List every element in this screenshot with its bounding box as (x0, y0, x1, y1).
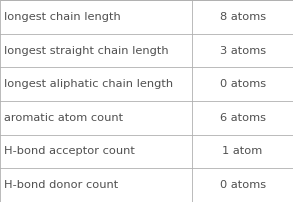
Text: 3 atoms: 3 atoms (219, 45, 266, 56)
Text: 6 atoms: 6 atoms (220, 113, 265, 123)
Text: aromatic atom count: aromatic atom count (4, 113, 123, 123)
Text: 0 atoms: 0 atoms (219, 180, 266, 190)
Text: 0 atoms: 0 atoms (219, 79, 266, 89)
Text: 1 atom: 1 atom (222, 146, 263, 157)
Text: H-bond acceptor count: H-bond acceptor count (4, 146, 134, 157)
Text: longest aliphatic chain length: longest aliphatic chain length (4, 79, 173, 89)
Text: longest chain length: longest chain length (4, 12, 120, 22)
Text: longest straight chain length: longest straight chain length (4, 45, 168, 56)
Text: H-bond donor count: H-bond donor count (4, 180, 118, 190)
Text: 8 atoms: 8 atoms (219, 12, 266, 22)
